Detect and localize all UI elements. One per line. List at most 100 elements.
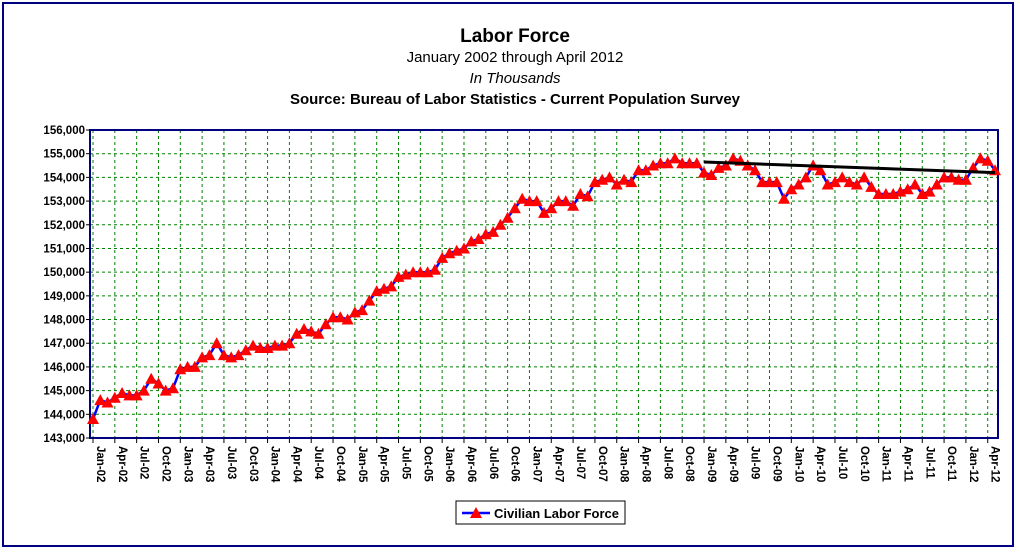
x-axis-ticks: Jan-02 Apr-02 Jul-02 Oct-02 Jan-03 Apr-03 Jul-… — [92, 438, 1001, 483]
x-tick-label: Apr-03 — [203, 446, 215, 482]
x-tick-label: Jul-03 — [225, 446, 237, 479]
y-tick-label: 154,000 — [43, 172, 85, 184]
data-point-marker — [698, 166, 710, 178]
data-point-marker — [428, 263, 441, 275]
legend-label: Civilian Labor Force — [494, 506, 619, 521]
chart-subtitle-units: In Thousands — [470, 70, 561, 87]
x-tick-label: Apr-07 — [552, 446, 564, 482]
data-point-marker — [232, 349, 245, 361]
data-point-marker — [719, 159, 732, 171]
chart-subtitle-source: Source: Bureau of Labor Statistics - Cur… — [290, 91, 741, 108]
data-point-marker — [319, 318, 332, 330]
y-tick-label: 147,000 — [43, 338, 85, 350]
x-tick-label: Apr-11 — [901, 446, 913, 482]
x-tick-label: Jul-04 — [312, 446, 324, 480]
data-point-marker — [239, 344, 252, 356]
x-tick-label: Oct-10 — [858, 446, 870, 482]
x-tick-label: Oct-08 — [683, 446, 695, 482]
data-point-marker — [690, 157, 703, 169]
x-tick-label: Jan-03 — [181, 446, 193, 482]
data-point-marker — [385, 280, 398, 292]
x-tick-label: Apr-12 — [989, 446, 1001, 482]
data-point-marker — [290, 327, 303, 339]
chart-frame: Labor Force January 2002 through April 2… — [2, 2, 1014, 547]
data-point-marker — [625, 176, 638, 188]
data-point-marker — [829, 176, 841, 188]
data-point-marker — [581, 190, 594, 202]
data-point-marker — [785, 183, 798, 195]
data-point-marker — [203, 349, 216, 361]
data-point-marker — [639, 164, 652, 176]
data-point-marker — [858, 171, 871, 183]
data-point-marker — [574, 188, 587, 199]
x-tick-label: Apr-06 — [465, 446, 477, 482]
data-point-marker — [945, 171, 958, 183]
y-tick-label: 156,000 — [43, 125, 85, 137]
y-tick-label: 150,000 — [43, 267, 85, 279]
x-tick-label: Jan-11 — [880, 446, 892, 482]
labor-force-chart: Labor Force January 2002 through April 2… — [43, 26, 1001, 525]
x-tick-label: Jul-07 — [574, 446, 586, 479]
x-tick-label: Oct-05 — [421, 446, 433, 482]
data-point-marker — [116, 387, 129, 398]
data-point-marker — [487, 225, 500, 237]
data-point-marker — [967, 161, 980, 173]
data-point-marker — [94, 394, 107, 406]
y-tick-label: 146,000 — [43, 362, 85, 374]
data-point-marker — [705, 169, 718, 180]
data-point-marker — [538, 206, 550, 218]
y-axis-ticks: 156,000 155,000 154,000 153,000 152,000 151,0… — [43, 125, 90, 445]
data-point-marker — [101, 396, 114, 408]
data-point-marker — [610, 178, 623, 190]
x-tick-label: Jul-11 — [923, 446, 935, 479]
data-point-marker — [298, 323, 310, 334]
data-point-marker — [545, 202, 558, 214]
trend-line — [703, 160, 996, 175]
chart-title: Labor Force — [460, 26, 570, 47]
x-tick-label: Oct-09 — [771, 446, 783, 482]
data-point-marker — [436, 251, 449, 263]
x-tick-label: Jul-06 — [487, 446, 499, 479]
x-tick-label: Jul-08 — [661, 446, 673, 480]
x-tick-label: Jan-12 — [967, 446, 979, 482]
y-tick-label: 145,000 — [43, 386, 85, 398]
data-point-marker — [363, 294, 376, 306]
data-point-marker — [836, 171, 849, 183]
chart-subtitle-dates: January 2002 through April 2012 — [407, 49, 624, 66]
x-tick-label: Jul-10 — [836, 446, 848, 479]
data-point-marker — [188, 360, 201, 372]
data-point-marker — [559, 195, 572, 207]
x-tick-label: Jul-09 — [749, 446, 761, 479]
data-point-marker — [341, 313, 354, 325]
data-point-marker — [799, 171, 812, 183]
x-tick-label: Oct-11 — [945, 446, 957, 482]
data-point-marker — [494, 218, 507, 230]
series-civilian-labor-force — [87, 152, 1001, 424]
data-point-marker — [247, 339, 259, 351]
x-tick-label: Apr-09 — [727, 446, 739, 482]
data-point-marker — [458, 242, 470, 254]
x-tick-label: Jan-05 — [356, 446, 368, 483]
x-tick-label: Apr-08 — [640, 446, 652, 483]
plot-area-border — [89, 129, 999, 439]
data-point-marker — [334, 311, 347, 323]
legend-marker-swatch — [470, 507, 482, 518]
data-point-marker — [661, 157, 674, 169]
trend-line-segment — [703, 160, 996, 175]
x-tick-label: Jan-09 — [705, 446, 717, 482]
series-line — [91, 156, 996, 420]
y-tick-label: 155,000 — [43, 149, 85, 161]
data-point-marker — [850, 178, 863, 190]
data-point-marker — [930, 178, 943, 190]
x-tick-label: Jan-08 — [618, 446, 630, 483]
data-point-marker — [959, 173, 972, 185]
x-tick-label: Oct-07 — [596, 446, 608, 482]
grid-lines — [90, 129, 998, 439]
x-tick-label: Jan-10 — [792, 446, 804, 482]
data-point-marker — [901, 183, 914, 195]
data-point-marker — [981, 154, 994, 166]
data-point-marker — [749, 164, 761, 176]
data-point-marker — [508, 202, 521, 214]
data-point-marker — [145, 372, 158, 384]
y-tick-label: 149,000 — [43, 291, 85, 303]
